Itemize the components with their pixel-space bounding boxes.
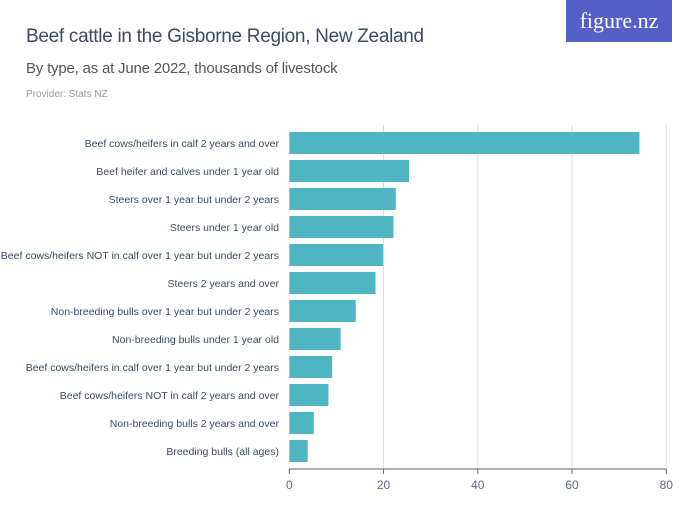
bar bbox=[289, 272, 376, 294]
bar bbox=[289, 440, 308, 462]
bar bbox=[289, 244, 384, 266]
category-label: Steers over 1 year but under 2 years bbox=[109, 194, 279, 206]
category-label: Beef cows/heifers in calf 2 years and ov… bbox=[85, 138, 280, 150]
category-label: Steers under 1 year old bbox=[170, 222, 279, 234]
bar bbox=[289, 356, 333, 378]
category-label: Breeding bulls (all ages) bbox=[166, 446, 279, 458]
bar bbox=[289, 132, 640, 154]
category-label: Non-breeding bulls under 1 year old bbox=[112, 334, 279, 346]
category-label: Non-breeding bulls 2 years and over bbox=[110, 418, 280, 430]
tick-label: 60 bbox=[565, 478, 579, 492]
tick-label: 20 bbox=[377, 478, 391, 492]
figure-nz-logo[interactable]: figure.nz bbox=[566, 0, 672, 42]
bar bbox=[289, 328, 341, 350]
bar bbox=[289, 160, 409, 182]
bar bbox=[289, 300, 356, 322]
tick-label: 80 bbox=[660, 478, 674, 492]
category-label: Non-breeding bulls over 1 year but under… bbox=[51, 306, 279, 318]
category-label: Beef cows/heifers NOT in calf 2 years an… bbox=[60, 390, 280, 402]
category-label: Steers 2 years and over bbox=[168, 278, 280, 290]
tick-label: 40 bbox=[471, 478, 485, 492]
bar bbox=[289, 384, 329, 406]
chart-subtitle: By type, as at June 2022, thousands of l… bbox=[26, 60, 338, 77]
provider-label: Provider: Stats NZ bbox=[26, 89, 108, 100]
bar bbox=[289, 188, 396, 210]
tick-label: 0 bbox=[286, 478, 293, 492]
category-label: Beef heifer and calves under 1 year old bbox=[96, 166, 279, 178]
chart-title: Beef cattle in the Gisborne Region, New … bbox=[26, 26, 424, 47]
category-label: Beef cows/heifers NOT in calf over 1 yea… bbox=[1, 250, 279, 262]
bar bbox=[289, 216, 394, 238]
bar bbox=[289, 412, 314, 434]
category-label: Beef cows/heifers in calf over 1 year bu… bbox=[26, 362, 279, 374]
